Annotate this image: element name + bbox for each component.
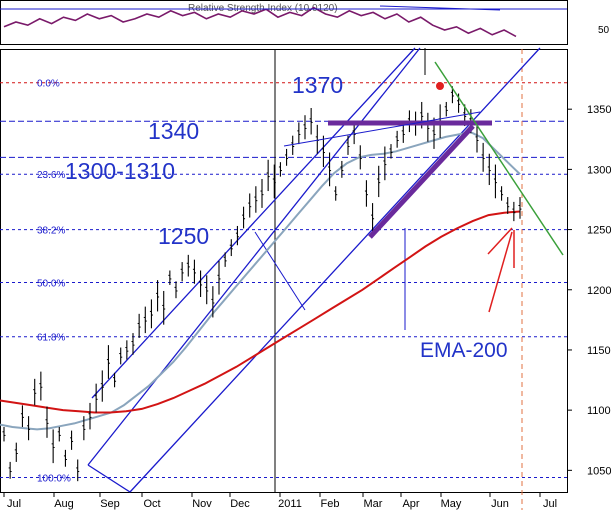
channel-line: [87, 464, 131, 493]
rsi-panel: [0, 0, 568, 45]
peak-marker: [436, 82, 444, 90]
rsi-tick-label: 50: [598, 25, 610, 36]
y-tick-label: 1200: [587, 285, 611, 297]
label-1370: 1370: [292, 72, 343, 98]
price-layer: [0, 86, 522, 482]
fib-label: 23.6%: [37, 170, 65, 181]
y-tick-label: 1150: [587, 345, 611, 357]
x-tick-label: Jun: [491, 498, 509, 510]
x-tick-label: Sep: [100, 498, 120, 510]
y-tick-label: 1300: [587, 164, 611, 176]
x-tick-label: Feb: [321, 498, 340, 510]
sma-line: [0, 131, 521, 431]
y-tick-label: 1350: [587, 104, 611, 116]
downtrend-line: [434, 61, 564, 256]
channel-measure: [254, 231, 306, 311]
rsi-layer: [0, 5, 567, 38]
label-1340: 1340: [148, 118, 199, 144]
fib-label: 50.0%: [37, 279, 65, 290]
y-tick-label: 1100: [587, 405, 611, 417]
axis-layer: 1050 1100 1150 1200 1250 1300 1350 Jul Aug Sep Oct…: [3, 104, 611, 510]
x-tick-label: May: [441, 498, 462, 510]
x-tick-label: Oct: [143, 498, 160, 510]
support-trendline: [368, 124, 475, 239]
thin-trendline: [283, 111, 481, 147]
y-tick-label: 1250: [587, 225, 611, 237]
x-tick-label: Jul: [7, 498, 21, 510]
ema-arrow: [487, 227, 513, 255]
fib-label: 0.0%: [37, 79, 60, 90]
ema-line: [0, 210, 521, 414]
label-1250: 1250: [158, 223, 209, 249]
fib-label: 38.2%: [37, 226, 65, 237]
x-tick-label: Jul: [543, 498, 557, 510]
rsi-line: [3, 6, 517, 38]
ema-arrow: [488, 231, 513, 313]
y-tick-label: 1050: [587, 465, 611, 477]
channel-line: [87, 47, 421, 466]
x-tick-label: Nov: [192, 498, 212, 510]
x-tick-label: 2011: [278, 498, 302, 510]
x-tick-label: Mar: [364, 498, 383, 510]
label-ema-200: EMA-200: [420, 339, 508, 362]
overlay-layer: [283, 61, 564, 313]
fib-label: 61.8%: [37, 333, 65, 344]
x-tick-label: Apr: [402, 498, 419, 510]
fib-label: 100.0%: [37, 474, 71, 485]
label-1300-1310: 1300-1310: [65, 158, 175, 184]
x-tick-label: Dec: [230, 498, 250, 510]
rsi-trendline: [379, 5, 501, 11]
price-panel: [0, 49, 568, 493]
channel-line: [91, 47, 416, 399]
x-tick-label: Aug: [54, 498, 74, 510]
